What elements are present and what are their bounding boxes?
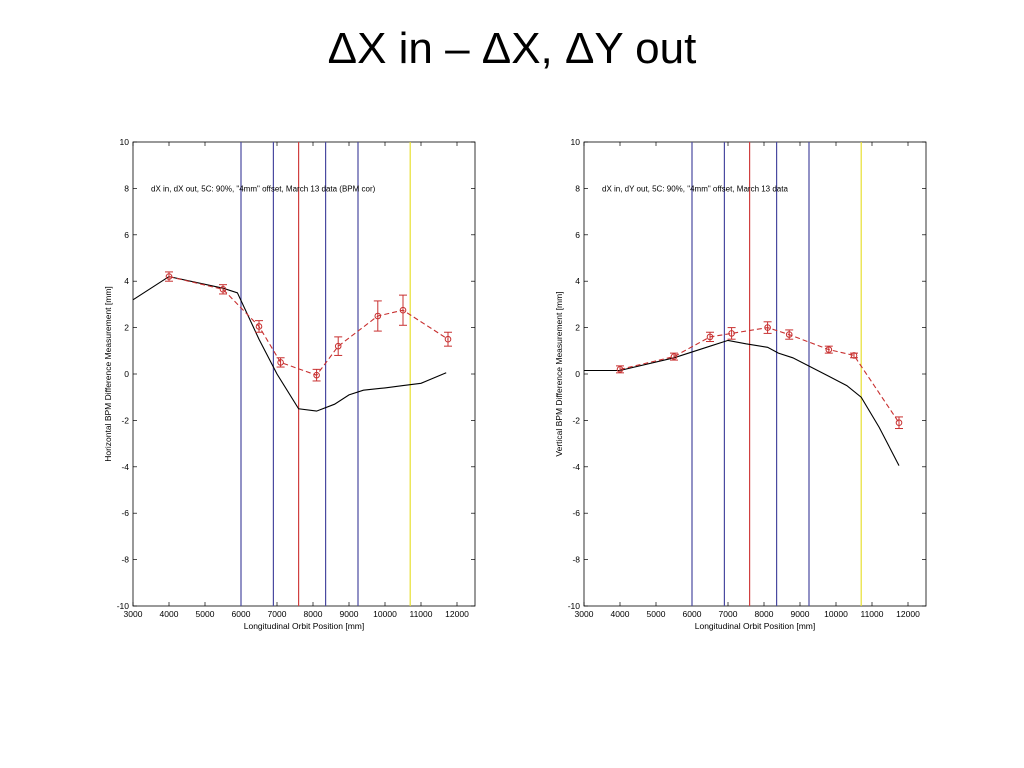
x-tick-label: 3000 xyxy=(575,609,594,619)
x-axis-label: Longitudinal Orbit Position [mm] xyxy=(244,621,364,631)
data-point xyxy=(219,286,227,293)
x-tick-label: 5000 xyxy=(647,609,666,619)
y-tick-label: -6 xyxy=(572,508,580,518)
data-point xyxy=(334,342,342,350)
data-point xyxy=(670,353,678,360)
data-point xyxy=(895,419,903,427)
x-tick-label: 8000 xyxy=(304,609,323,619)
x-tick-label: 6000 xyxy=(683,609,702,619)
x-tick-label: 4000 xyxy=(160,609,179,619)
data-point xyxy=(374,312,382,320)
x-tick-label: 10000 xyxy=(373,609,397,619)
y-tick-label: 2 xyxy=(124,323,129,333)
y-tick-label: -4 xyxy=(572,462,580,472)
slide-title: ΔX in – ΔX, ΔY out xyxy=(327,24,697,73)
y-tick-label: 8 xyxy=(124,183,129,193)
y-tick-label: 0 xyxy=(575,369,580,379)
x-tick-label: 4000 xyxy=(611,609,630,619)
x-tick-label: 3000 xyxy=(124,609,143,619)
y-tick-label: -2 xyxy=(121,415,129,425)
y-tick-label: 10 xyxy=(120,137,130,147)
data-point xyxy=(616,366,624,373)
x-tick-label: 6000 xyxy=(232,609,251,619)
x-tick-label: 5000 xyxy=(196,609,215,619)
y-tick-label: 10 xyxy=(571,137,581,147)
data-point xyxy=(850,352,858,359)
data-point xyxy=(785,331,793,338)
y-tick-label: -2 xyxy=(572,415,580,425)
chart-annotation: dX in, dX out, 5C: 90%, "4mm" offset, Ma… xyxy=(151,184,376,193)
x-tick-label: 9000 xyxy=(791,609,810,619)
x-tick-label: 8000 xyxy=(755,609,774,619)
data-point xyxy=(313,371,320,379)
y-tick-label: -4 xyxy=(121,462,129,472)
y-tick-label: -10 xyxy=(117,601,130,611)
y-axis-label: Vertical BPM Difference Measurement [mm] xyxy=(554,291,564,456)
y-tick-label: 6 xyxy=(575,230,580,240)
plot-frame xyxy=(583,141,927,607)
x-tick-label: 11000 xyxy=(409,609,432,619)
y-tick-label: 0 xyxy=(124,369,129,379)
data-point xyxy=(399,306,407,314)
x-tick-label: 11000 xyxy=(860,609,883,619)
horizontal-difference-chart: 3000 4000 5000 6000 7000 8000 9000 10000 11000 12… xyxy=(103,137,476,631)
x-axis-label: Longitudinal Orbit Position [mm] xyxy=(695,621,815,631)
data-point xyxy=(255,323,263,330)
y-tick-label: -10 xyxy=(568,601,581,611)
x-tick-label: 10000 xyxy=(824,609,848,619)
x-tick-label: 9000 xyxy=(340,609,359,619)
y-tick-label: -8 xyxy=(121,555,129,565)
x-tick-label: 12000 xyxy=(445,609,469,619)
y-tick-label: 8 xyxy=(575,183,580,193)
data-point xyxy=(444,335,452,343)
x-tick-label: 7000 xyxy=(719,609,738,619)
model-series-line xyxy=(584,339,900,466)
x-tick-label: 7000 xyxy=(268,609,287,619)
y-tick-label: 4 xyxy=(124,276,129,286)
data-point xyxy=(165,273,173,280)
chart-annotation: dX in, dY out, 5C: 90%, "4mm" offset, Ma… xyxy=(602,184,788,193)
vertical-difference-chart: 3000 4000 5000 6000 7000 8000 9000 10000 11000 12… xyxy=(554,137,927,631)
y-tick-label: 2 xyxy=(575,323,580,333)
model-series-line xyxy=(132,276,447,412)
y-tick-label: -8 xyxy=(572,555,580,565)
plot-frame xyxy=(132,141,476,607)
y-tick-label: 6 xyxy=(124,230,129,240)
data-point xyxy=(825,346,833,353)
x-tick-label: 12000 xyxy=(896,609,920,619)
data-point xyxy=(706,333,714,341)
y-tick-label: 4 xyxy=(575,276,580,286)
data-point xyxy=(277,359,284,366)
y-tick-label: -6 xyxy=(121,508,129,518)
data-point xyxy=(764,324,771,331)
data-point xyxy=(728,330,735,337)
y-axis-label: Horizontal BPM Difference Measurement [m… xyxy=(103,286,113,462)
